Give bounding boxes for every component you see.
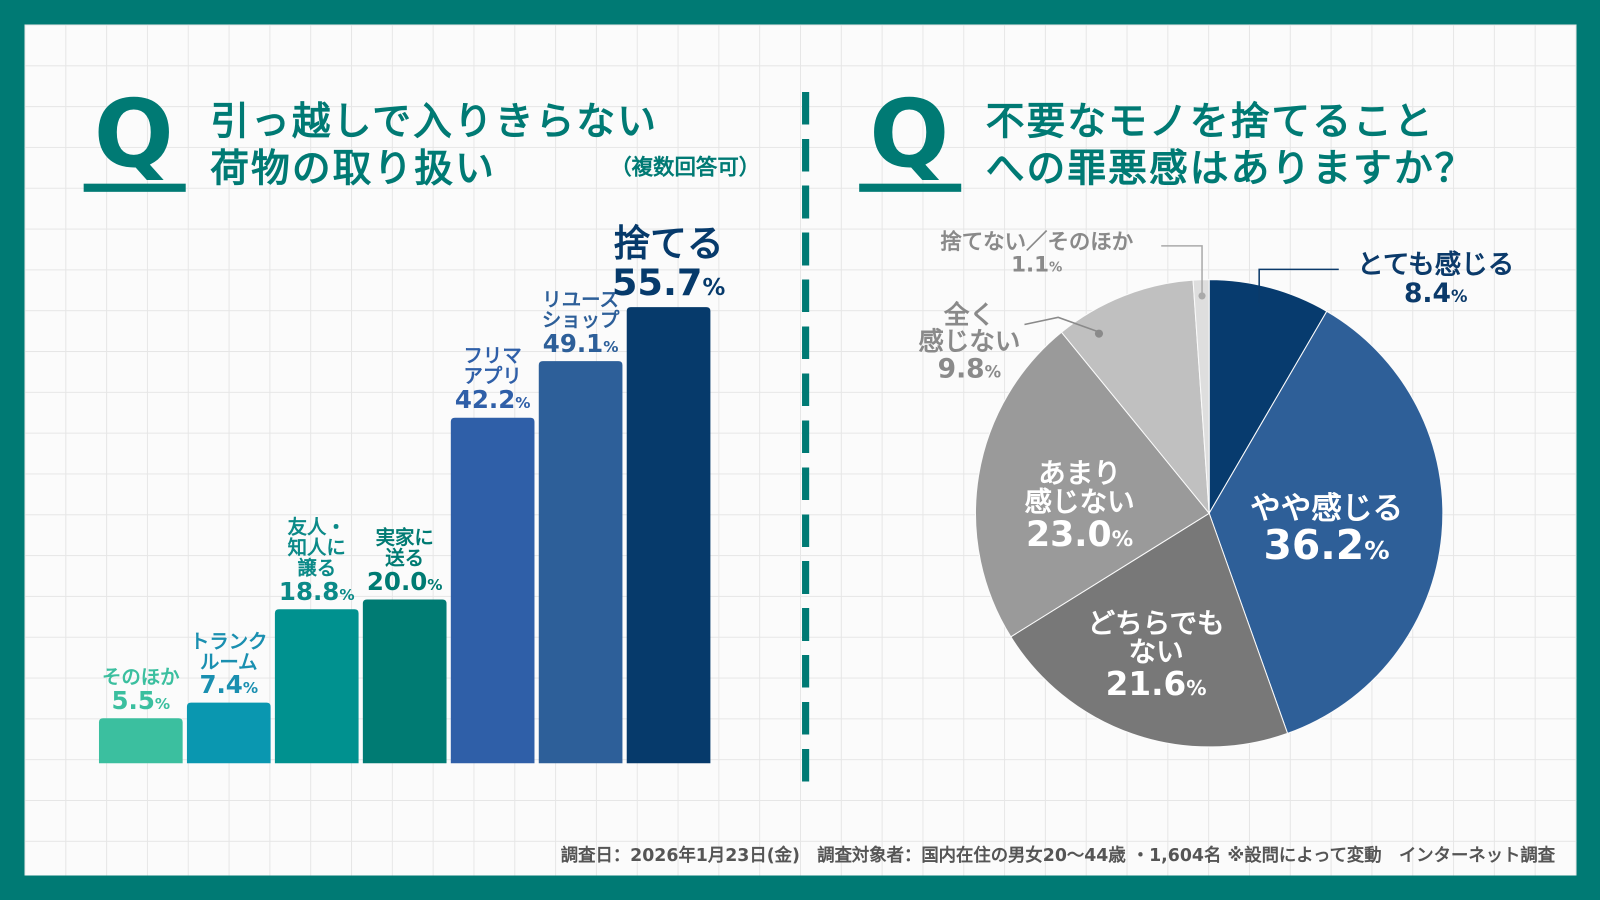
bar-label-4-value: 42.2% bbox=[454, 385, 531, 415]
right-title-line2: への罪悪感はありますか？ bbox=[985, 145, 1476, 191]
pie-label-3: あまり 感じない 23.0% bbox=[927, 457, 1233, 556]
bar-label-0-value: 5.5% bbox=[111, 686, 171, 715]
leader-line-5 bbox=[1161, 245, 1203, 294]
pie-label-0-value: 8.4% bbox=[1403, 278, 1468, 309]
bar-5 bbox=[538, 361, 623, 764]
leader-line-0 bbox=[1258, 268, 1339, 304]
pie-label-2-value: 21.6% bbox=[1105, 664, 1207, 704]
bar-label-3-category: 実家に 送る bbox=[375, 526, 434, 570]
leader-line-4 bbox=[1024, 316, 1099, 333]
pie-label-2-category: どちらでも ない bbox=[1087, 607, 1225, 669]
q-icon-left: Q bbox=[93, 79, 174, 189]
right-title-line1: 不要なモノを捨てること bbox=[985, 98, 1435, 144]
pie-label-3-category: あまり 感じない bbox=[1024, 457, 1135, 519]
pie-label-1-category: やや感じる bbox=[1249, 490, 1404, 527]
q-icon-right: Q bbox=[869, 79, 950, 189]
survey-footer: 調査日：2026年1月23日(金) 調査対象者：国内在住の男女20〜44歳 ・1… bbox=[560, 845, 1556, 867]
bar-label-1-value: 7.4% bbox=[199, 670, 259, 700]
left-note: （複数回答可） bbox=[610, 155, 761, 180]
pie-label-4-value: 9.8% bbox=[937, 353, 1002, 385]
bar-6 bbox=[626, 307, 711, 764]
bar-label-4-category: フリマ アプリ bbox=[463, 345, 522, 388]
bar-label-2-category: 友人・ 知人に 譲る bbox=[287, 516, 346, 580]
bar-2 bbox=[274, 609, 359, 764]
bar-label-2-value: 18.8% bbox=[278, 577, 355, 607]
bar-label-2: 友人・ 知人に 譲る 18.8% bbox=[164, 516, 470, 607]
bar-label-4: フリマ アプリ 42.2% bbox=[340, 345, 646, 415]
pie-slice-2 bbox=[1010, 512, 1289, 748]
pie-slice-5 bbox=[1192, 279, 1210, 514]
bar-label-0: そのほか 5.5% bbox=[0, 666, 294, 715]
pie-label-1: やや感じる 36.2% bbox=[1173, 492, 1479, 567]
left-title-line1: 引っ越しで入りきらない bbox=[210, 98, 659, 144]
pie-label-0-category: とても感じる bbox=[1357, 250, 1515, 282]
bar-label-0-category: そのほか bbox=[102, 666, 180, 689]
bar-label-5-category: リユース ショップ bbox=[541, 288, 620, 332]
q-underline-right bbox=[859, 183, 962, 192]
pie-label-5-category: 捨てない／そのほか bbox=[940, 229, 1134, 254]
pie-label-4: 全く 感じない 9.8% bbox=[816, 302, 1122, 383]
pie-slice-3 bbox=[975, 331, 1210, 638]
bar-label-5-value: 49.1% bbox=[542, 329, 619, 358]
q-underline-left bbox=[83, 183, 186, 192]
bar-1 bbox=[186, 702, 271, 764]
pie-slice-0 bbox=[1208, 279, 1328, 516]
pie-label-5: 捨てない／そのほか 1.1% bbox=[884, 229, 1190, 277]
bar-label-3: 実家に 送る 20.0% bbox=[252, 526, 558, 597]
pie-label-5-value: 1.1% bbox=[1011, 251, 1063, 277]
pie-label-3-value: 23.0% bbox=[1025, 514, 1134, 556]
bar-4 bbox=[450, 417, 535, 764]
pie-slice-4 bbox=[1060, 279, 1210, 515]
bar-label-1-category: トランク ルーム bbox=[189, 630, 268, 673]
pie-label-1-value: 36.2% bbox=[1263, 522, 1390, 570]
bar-label-6-value: 55.7% bbox=[611, 262, 726, 305]
pie-label-0: とても感じる 8.4% bbox=[1283, 252, 1589, 308]
divider bbox=[802, 91, 810, 796]
bar-label-5: リユース ショップ 49.1% bbox=[428, 288, 734, 358]
leader-dot-5 bbox=[1198, 292, 1206, 300]
bar-3 bbox=[362, 599, 447, 764]
pie-slice-1 bbox=[1208, 310, 1444, 735]
pie-label-2: どちらでも ない 21.6% bbox=[1003, 607, 1309, 704]
bar-label-1: トランク ルーム 7.4% bbox=[76, 630, 382, 700]
bar-0 bbox=[98, 718, 183, 764]
bar-label-6-category: 捨てる bbox=[613, 223, 724, 266]
leader-dot-4 bbox=[1094, 329, 1104, 338]
pie-label-4-category: 全く 感じない bbox=[918, 300, 1021, 357]
left-title-line2: 荷物の取り扱い bbox=[210, 145, 496, 191]
bar-label-6: 捨てる 55.7% bbox=[515, 226, 821, 303]
bar-label-3-value: 20.0% bbox=[366, 567, 443, 597]
